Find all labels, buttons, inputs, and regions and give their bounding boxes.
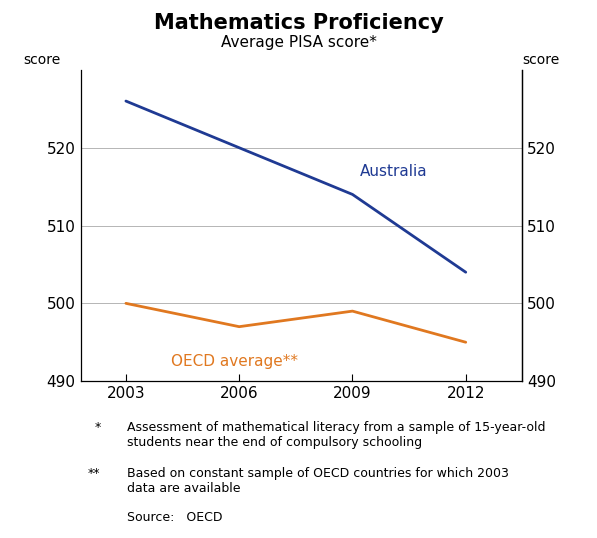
Text: **: ** (88, 468, 100, 480)
Text: score: score (523, 53, 560, 67)
Text: Source:   OECD: Source: OECD (127, 511, 223, 524)
Text: Mathematics Proficiency: Mathematics Proficiency (153, 13, 444, 33)
Text: Assessment of mathematical literacy from a sample of 15-year-old
students near t: Assessment of mathematical literacy from… (127, 421, 546, 449)
Text: *: * (94, 421, 100, 434)
Text: OECD average**: OECD average** (171, 354, 298, 369)
Text: Australia: Australia (360, 164, 427, 179)
Text: score: score (23, 53, 60, 67)
Text: Based on constant sample of OECD countries for which 2003
data are available: Based on constant sample of OECD countri… (127, 468, 509, 495)
Text: Average PISA score*: Average PISA score* (220, 35, 377, 50)
